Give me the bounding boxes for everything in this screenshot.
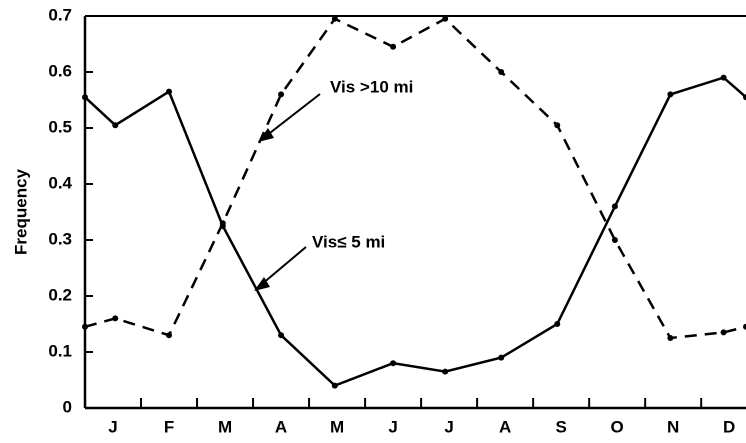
data-point: [667, 91, 674, 98]
x-tick-label: A: [275, 417, 287, 436]
data-point: [112, 315, 119, 322]
data-point: [82, 94, 88, 101]
x-tick-label: A: [499, 417, 511, 436]
series-line: [84, 76, 746, 388]
y-tick-label: 0.3: [48, 229, 72, 248]
x-tick-label: M: [218, 417, 232, 436]
x-tick-label: S: [555, 417, 566, 436]
series-line: [84, 17, 746, 340]
data-point: [166, 88, 173, 95]
data-point: [166, 332, 173, 339]
x-tick-label: O: [611, 417, 624, 436]
y-tick-label: 0.6: [48, 61, 72, 80]
y-tick-label: 0.2: [48, 285, 72, 304]
series-label: Vis >10 mi: [330, 77, 413, 96]
data-point: [554, 122, 561, 129]
data-point: [331, 382, 338, 389]
x-tick-label: J: [444, 417, 453, 436]
x-tick-label: D: [723, 417, 735, 436]
y-tick-label: 0.1: [48, 341, 72, 360]
data-point: [498, 354, 505, 361]
data-point: [442, 368, 449, 375]
x-tick-label: N: [667, 417, 679, 436]
y-tick-label: 0.5: [48, 117, 72, 136]
y-tick-label: 0: [63, 397, 72, 416]
x-tick-label: J: [388, 417, 397, 436]
x-tick-label: M: [330, 417, 344, 436]
data-point: [720, 329, 727, 336]
data-point: [112, 122, 119, 129]
data-point: [278, 332, 285, 339]
y-axis-label: Frequency: [11, 168, 30, 255]
data-point: [611, 203, 618, 210]
data-point: [554, 321, 561, 327]
x-tick-label: F: [164, 417, 174, 436]
y-tick-label: 0.4: [48, 173, 72, 192]
data-point: [667, 335, 674, 341]
data-point: [743, 323, 746, 330]
data-point: [278, 91, 285, 98]
data-point: [442, 15, 449, 22]
series-label: Vis≤ 5 mi: [312, 232, 385, 251]
data-point: [743, 94, 746, 101]
data-point: [82, 323, 88, 330]
x-tick-label: J: [108, 417, 117, 436]
data-point: [219, 223, 226, 229]
data-point: [720, 74, 727, 81]
data-point: [331, 15, 338, 22]
data-point: [390, 43, 397, 50]
data-point: [498, 69, 505, 75]
data-point: [611, 237, 618, 243]
annotation-arrows: [254, 93, 321, 291]
data-point: [390, 360, 397, 367]
y-tick-label: 0.7: [48, 5, 72, 24]
